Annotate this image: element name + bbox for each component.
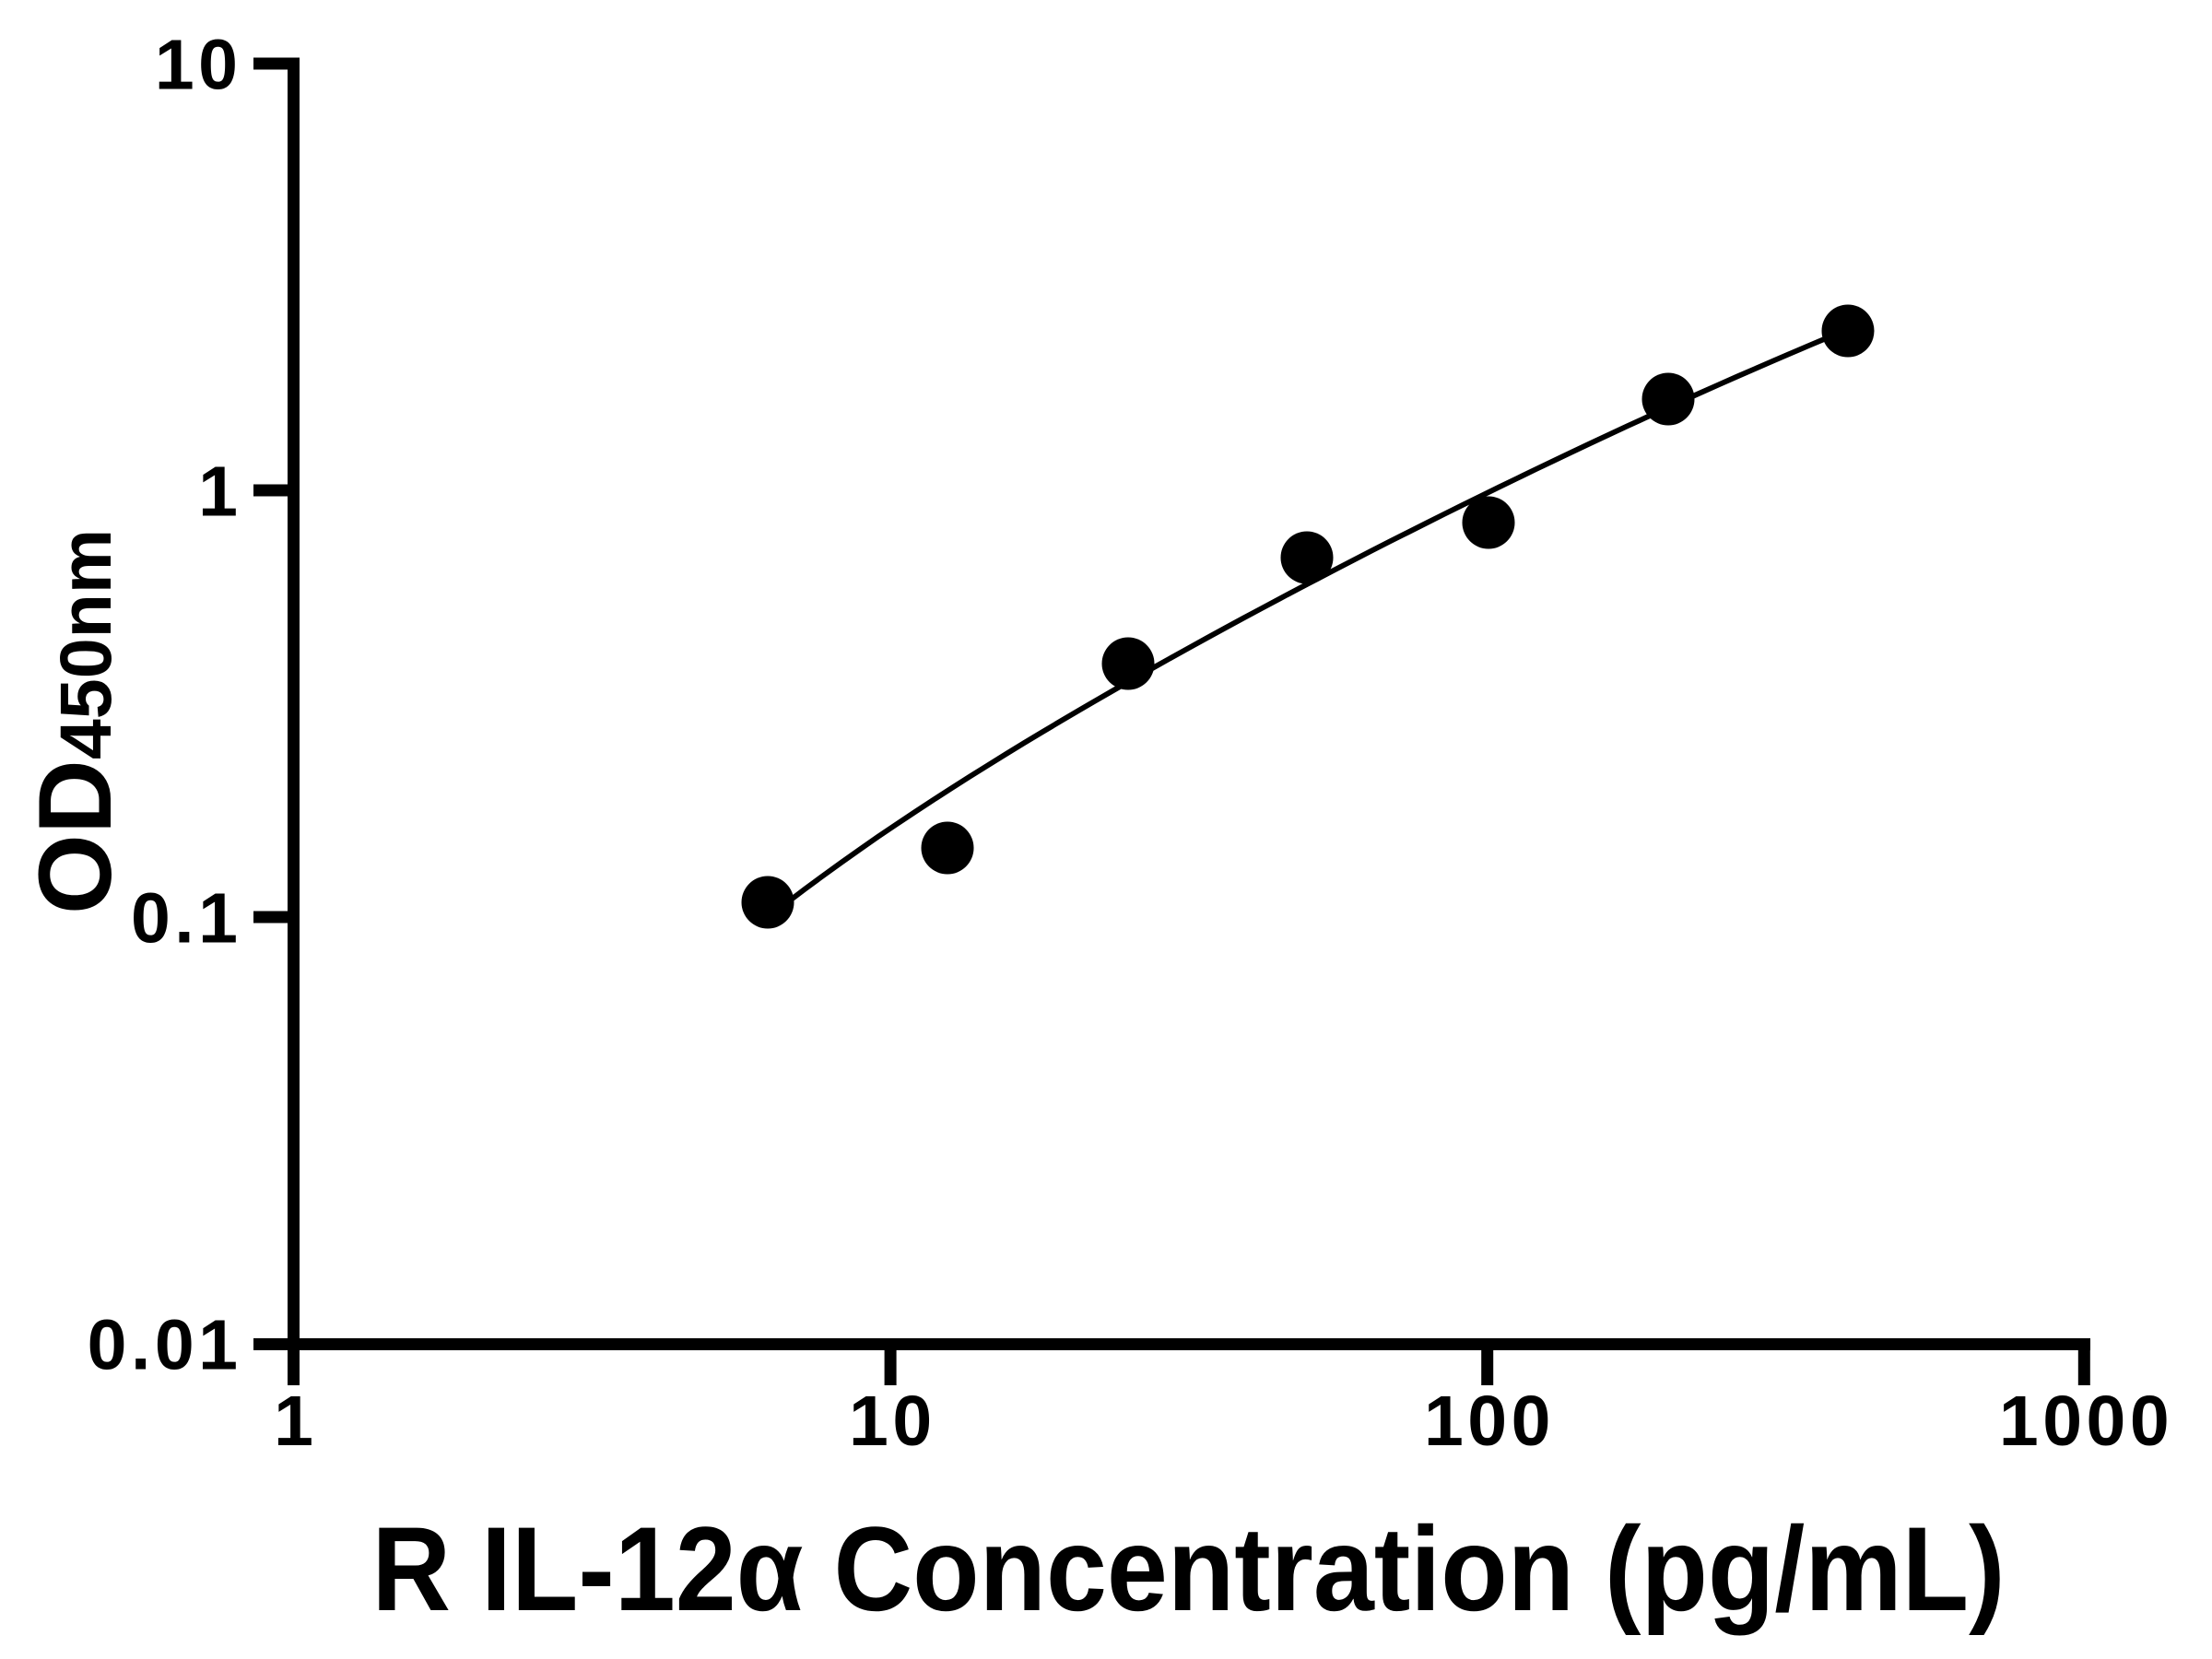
svg-text:10: 10 (155, 26, 242, 105)
svg-text:0.1: 0.1 (131, 879, 242, 959)
svg-text:1: 1 (198, 453, 241, 532)
svg-text:1000: 1000 (1999, 1382, 2173, 1461)
svg-text:100: 100 (1424, 1382, 1555, 1461)
svg-text:R IL-12α Concentration (pg/mL): R IL-12α Concentration (pg/mL) (371, 1502, 2005, 1636)
svg-text:10: 10 (849, 1382, 936, 1461)
svg-text:1: 1 (274, 1382, 317, 1461)
svg-text:0.01: 0.01 (88, 1306, 242, 1385)
